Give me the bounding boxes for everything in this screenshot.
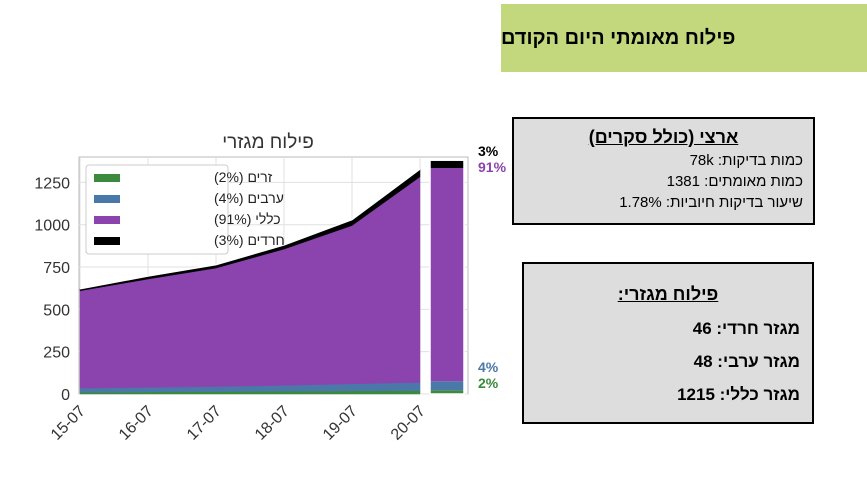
right-label-others: 2% [478,375,499,391]
legend: זרים (2%) ערבים (4%) כללי (91%) חרדים (3… [85,164,285,255]
national-title: ארצי (כולל סקרים) [588,127,739,147]
x-tick-label: 17-07 [184,403,225,444]
legend-label-others: זרים (2%) [214,169,273,185]
y-tick-label: 1000 [34,218,70,235]
x-tick-label: 20-07 [388,403,429,444]
last-bar-segment-general [430,168,464,382]
sector-breakdown-box: פילוח מגזרי: מגזר חרדי: 46 מגזר ערבי: 48… [522,262,814,424]
national-positive-rate: שיעור בדיקות חיוביות: 1.78% [619,194,803,211]
x-tick-label: 16-07 [116,403,157,444]
x-axis-ticks: 15-07 16-07 17-07 18-07 19-07 20-07 [48,403,429,444]
sector-haredi: מגזר חרדי: 46 [692,319,800,338]
right-label-arab: 4% [478,359,499,375]
right-label-haredi: 3% [478,143,499,159]
area-top-outline [79,168,421,290]
y-tick-label: 500 [43,302,70,319]
header-banner: פילוח מאומתי היום הקודם [501,4,867,72]
national-confirmed: כמות מאומתים: 1381 [666,173,803,190]
legend-frame [85,164,229,255]
y-axis-ticks: 0 250 500 750 1000 1250 [34,175,70,404]
header-title: פילוח מאומתי היום הקודם [501,26,736,49]
legend-swatch-haredi [94,237,120,245]
y-tick-label: 1250 [34,175,70,192]
x-tick-label: 15-07 [48,403,89,444]
y-tick-label: 0 [61,387,70,404]
last-bar-segment-arab [430,381,464,391]
area-series [79,168,421,395]
right-label-general: 91% [478,159,507,175]
last-bar-segment-haredi [430,160,464,169]
legend-swatch-others [94,174,120,182]
last-bar-outline [429,159,465,395]
legend-label-general: כללי (91%) [214,211,281,227]
national-summary-box: ארצי (כולל סקרים) כמות בדיקות: 78k כמות … [512,117,815,225]
legend-label-haredi: חרדים (3%) [214,232,285,248]
last-day-bar [429,159,465,395]
sector-arab: מגזר ערבי: 48 [693,352,800,371]
sector-general: מגזר כללי: 1215 [677,385,800,404]
x-tick-label: 19-07 [320,403,361,444]
x-tick-label: 18-07 [252,403,293,444]
legend-swatch-arab [94,195,120,203]
legend-swatch-general [94,216,120,224]
y-tick-label: 750 [43,260,70,277]
sector-chart: פילוח מגזרי 0 250 500 750 1000 1250 15-07 16-0… [34,132,507,444]
last-bar-segment-others [430,390,464,394]
y-tick-label: 250 [43,345,70,362]
chart-title: פילוח מגזרי [222,132,314,153]
legend-label-arab: ערבים (4%) [214,190,284,206]
national-tests: כמות בדיקות: 78k [689,152,803,169]
sectors-title: פילוח מגזרי: [617,284,719,304]
